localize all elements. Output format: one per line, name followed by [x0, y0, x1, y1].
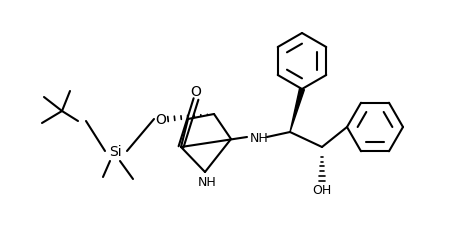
Text: NH: NH: [197, 175, 216, 188]
Text: Si: Si: [108, 144, 121, 158]
Text: O: O: [190, 85, 201, 99]
Text: NH: NH: [249, 131, 268, 144]
Text: OH: OH: [312, 184, 331, 197]
Text: O: O: [155, 113, 166, 126]
Polygon shape: [289, 89, 304, 132]
